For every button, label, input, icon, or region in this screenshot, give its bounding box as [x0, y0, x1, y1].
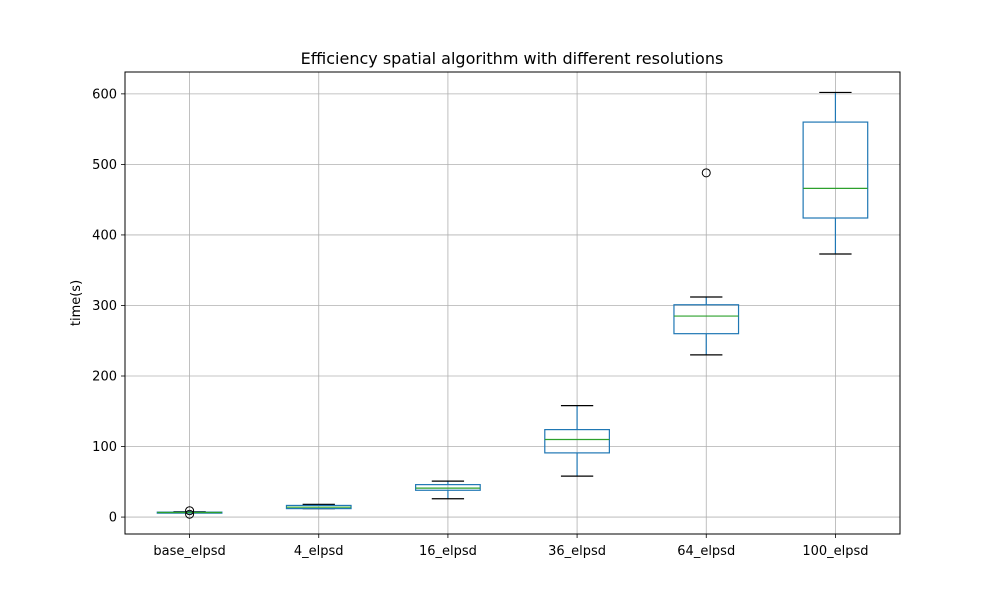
- outlier-point: [701, 168, 711, 178]
- box-4_elpsd: [285, 503, 352, 510]
- x-tick-label: 100_elpsd: [802, 544, 868, 559]
- y-tick-label: 300: [92, 299, 117, 314]
- y-axis: 0 100 200 300 400 500 600: [92, 87, 125, 526]
- chart-title: Efficiency spatial algorithm with differ…: [301, 49, 724, 68]
- y-tick-label: 400: [92, 228, 117, 243]
- box-iqr: [673, 304, 740, 335]
- box-base_elpsd: [156, 506, 223, 519]
- x-tick-label: 64_elpsd: [677, 544, 735, 559]
- boxes: [156, 91, 869, 519]
- y-tick-label: 100: [92, 440, 117, 455]
- y-tick-label: 0: [109, 511, 117, 526]
- box-16_elpsd: [415, 480, 481, 500]
- box-iqr: [802, 121, 869, 219]
- y-axis-label: time(s): [69, 280, 84, 326]
- y-tick-label: 200: [92, 370, 117, 385]
- outlier-point: [185, 509, 195, 519]
- x-tick-label: 16_elpsd: [419, 544, 477, 559]
- x-tick-label: 36_elpsd: [548, 544, 606, 559]
- x-axis: base_elpsd 4_elpsd 16_elpsd 36_elpsd 64_elps…: [153, 534, 869, 559]
- box-iqr: [415, 484, 481, 491]
- outlier-point: [185, 506, 195, 516]
- box-100_elpsd: [802, 91, 869, 255]
- box-36_elpsd: [544, 405, 610, 477]
- plot-frame: [124, 71, 901, 535]
- box-64_elpsd: [673, 168, 740, 356]
- x-tick-label: 4_elpsd: [294, 544, 344, 559]
- y-tick-label: 500: [92, 158, 117, 173]
- y-tick-label: 600: [92, 87, 117, 102]
- x-tick-label: base_elpsd: [153, 544, 225, 559]
- box-iqr: [544, 429, 610, 454]
